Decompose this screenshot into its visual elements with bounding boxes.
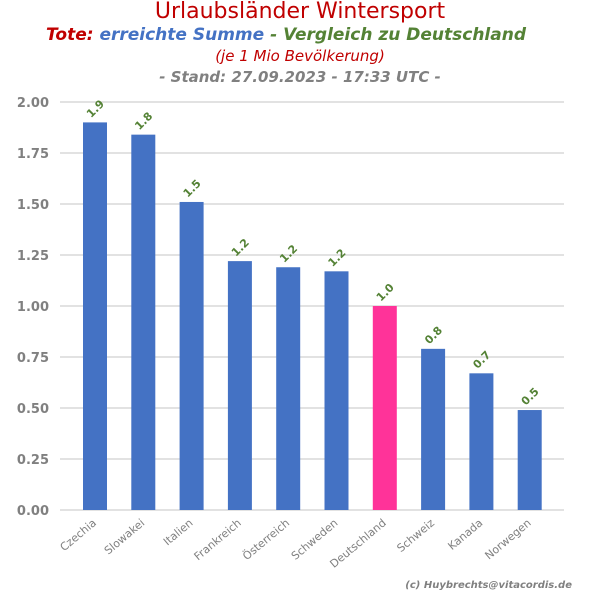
data-label: 0.5	[519, 385, 542, 408]
bar	[227, 261, 252, 510]
y-tick-label: 1.00	[17, 300, 49, 315]
bar	[517, 410, 542, 510]
subtitle-tote: Tote:	[45, 25, 94, 45]
x-tick-label: Norwegen	[482, 516, 533, 562]
data-label: 0.7	[470, 348, 493, 371]
chart-title: Urlaubsländer Wintersport	[154, 0, 446, 24]
x-tick-label: Czechia	[58, 516, 99, 554]
data-label: 1.2	[277, 242, 300, 265]
y-tick-label: 2.00	[17, 96, 49, 111]
x-tick-label: Kanada	[445, 516, 485, 552]
data-label: 1.5	[181, 177, 204, 200]
bar	[421, 348, 446, 510]
bar	[276, 267, 301, 510]
y-tick-label: 1.25	[17, 249, 49, 264]
data-label: 1.8	[132, 110, 155, 133]
bar	[372, 306, 397, 510]
x-tick-label: Slowakei	[102, 516, 147, 557]
data-label: 1.2	[326, 246, 349, 269]
x-tick-label: Frankreich	[192, 516, 244, 563]
x-tick-label: Schweiz	[394, 516, 437, 555]
bar	[469, 373, 494, 510]
data-label: 1.9	[84, 97, 107, 120]
bar	[179, 201, 204, 510]
y-tick-label: 0.25	[17, 453, 49, 468]
subtitle-summe: erreichte Summe	[99, 25, 265, 45]
chart-subtitle-unit: (je 1 Mio Bevölkerung)	[215, 47, 385, 65]
copyright-note: (c) Huybrechts@vitacordis.de	[405, 580, 572, 591]
bar	[324, 271, 349, 510]
chart-subtitle-date: - Stand: 27.09.2023 - 17:33 UTC -	[159, 68, 441, 86]
y-tick-label: 1.75	[17, 147, 49, 162]
x-tick-label: Österreich	[240, 516, 292, 563]
y-tick-label: 1.50	[17, 198, 49, 213]
subtitle-vergleich: - Vergleich zu Deutschland	[264, 25, 527, 45]
y-tick-label: 0.75	[17, 351, 49, 366]
bar	[83, 122, 107, 511]
data-label: 1.0	[374, 281, 397, 304]
y-tick-label: 0.50	[17, 402, 49, 417]
data-label: 0.8	[422, 324, 445, 347]
bar	[131, 134, 156, 510]
y-tick-label: 0.00	[17, 504, 49, 519]
x-tick-label: Italien	[161, 516, 196, 548]
chart-subtitle: Tote: erreichte Summe - Vergleich zu Deu…	[0, 25, 572, 45]
